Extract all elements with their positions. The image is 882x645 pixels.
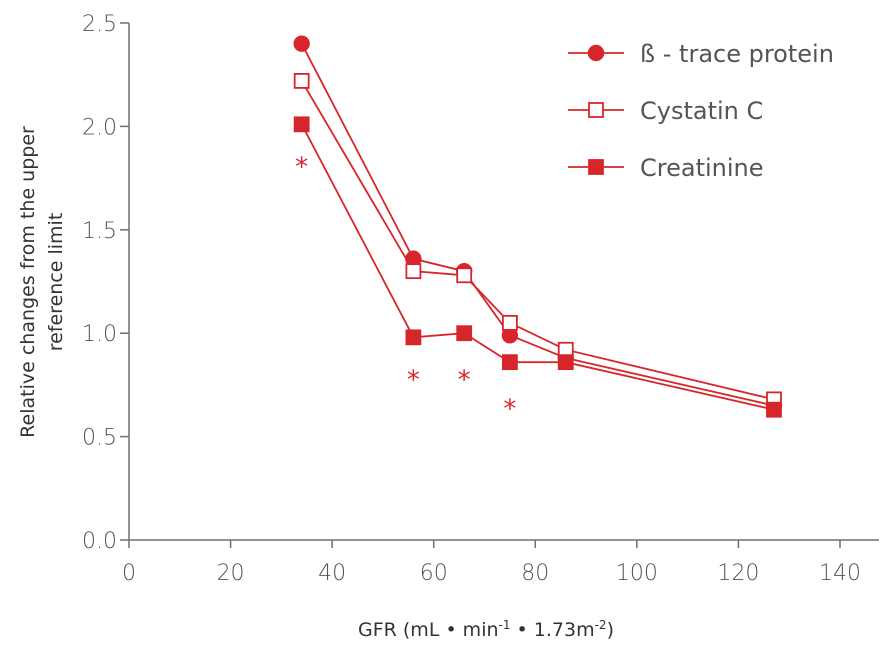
series-1-point (293, 35, 310, 52)
series-3-point (766, 401, 782, 418)
series-3-point (456, 325, 473, 342)
y-tick-label: 0.5 (82, 426, 117, 451)
x-axis-title: GFR (mL • min-1 • 1.73m-2) (358, 618, 614, 641)
significance-asterisk: * (503, 395, 516, 425)
plot-area: 0 20 40 60 80 100 120 140 0.0 0.5 1.0 1.5 2.0 2.5 * * * *… (82, 12, 879, 586)
x-tick-label: 120 (717, 561, 759, 586)
y-tick-label: 1.5 (82, 219, 117, 244)
series-3-point (405, 329, 422, 346)
legend-marker (588, 102, 604, 118)
x-axis-title-main: GFR (mL • min (358, 619, 499, 641)
x-axis-title-sup-2: -2 (595, 618, 607, 632)
series-2-point (456, 267, 473, 284)
significance-asterisk: * (407, 366, 420, 396)
series-line-1 (300, 43, 775, 407)
y-tick-label: 0.0 (82, 529, 117, 554)
significance-asterisk: * (295, 153, 308, 183)
series-2-point (405, 263, 422, 280)
x-tick-label: 80 (521, 561, 549, 586)
series-2-point (293, 73, 310, 89)
x-tick-label: 100 (616, 561, 658, 586)
y-axis-title-line-1: Relative changes from the upper (17, 126, 39, 438)
y-tick-label: 1.0 (82, 322, 117, 347)
x-tick-label: 0 (122, 561, 136, 586)
y-axis-title-line-2: reference limit (45, 213, 67, 352)
x-axis-title-end: ) (607, 619, 614, 641)
series-3-point (501, 354, 518, 371)
y-axis-title: Relative changes from the upper referenc… (17, 126, 67, 438)
legend-marker (588, 159, 604, 175)
series-3-point (293, 116, 310, 133)
y-tick-label: 2.5 (82, 12, 117, 37)
legend-label: Cystatin C (640, 97, 763, 125)
legend-label: ß - trace protein (640, 40, 834, 68)
y-tick-label: 2.0 (82, 115, 117, 140)
series-line-2 (300, 80, 775, 401)
legend-marker (587, 44, 605, 62)
x-axis-title-mid: • 1.73m (510, 619, 594, 641)
significance-asterisk: * (458, 366, 471, 396)
series-2-point (501, 314, 518, 331)
x-tick-label: 140 (819, 561, 861, 586)
x-tick-label: 60 (420, 561, 448, 586)
x-tick-label: 20 (217, 561, 245, 586)
legend-label: Creatinine (640, 154, 764, 182)
x-axis-title-sup-1: -1 (499, 618, 511, 632)
series-line-3 (300, 123, 775, 411)
x-tick-label: 40 (318, 561, 346, 586)
series-3-point (557, 354, 574, 371)
